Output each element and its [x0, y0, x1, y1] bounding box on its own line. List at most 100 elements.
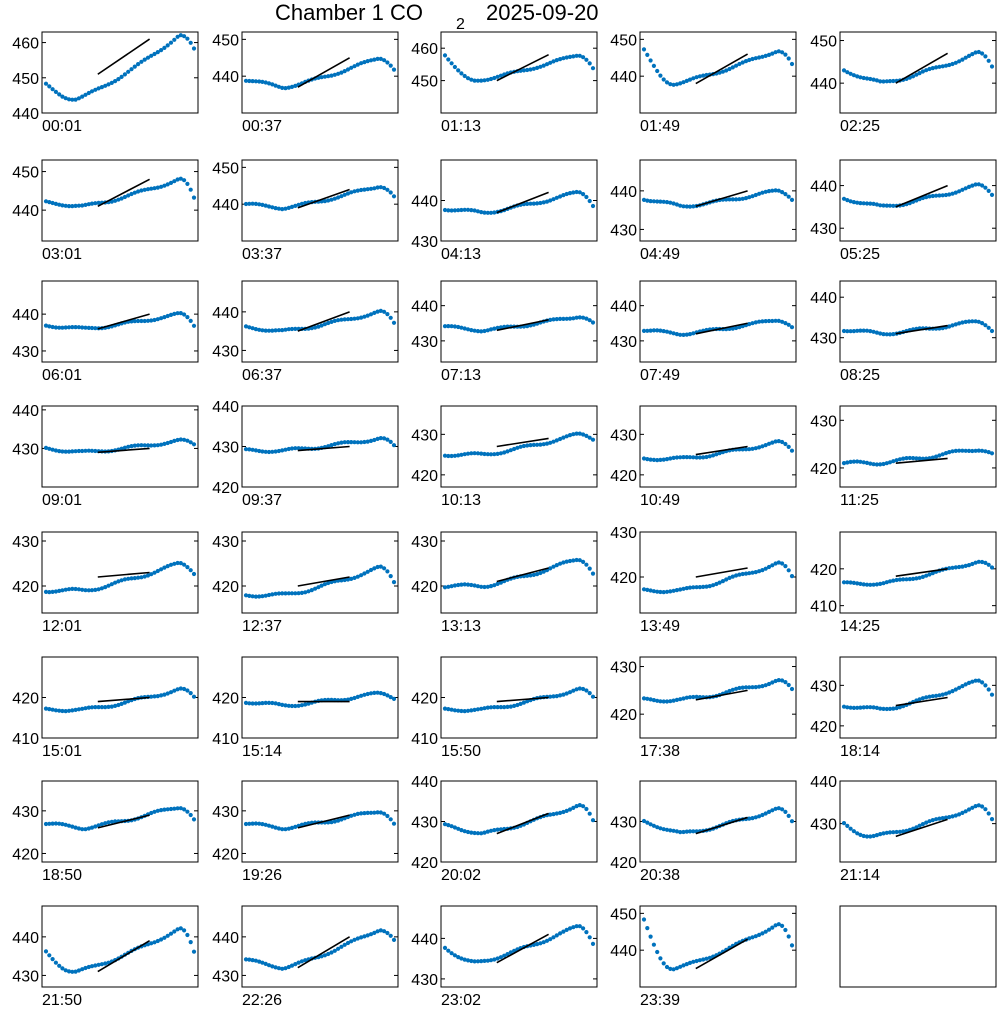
co2-data-point [446, 57, 451, 62]
co2-data-point [648, 199, 653, 204]
co2-data-point [884, 461, 889, 466]
co2-data-point [760, 444, 765, 449]
co2-data-point [780, 439, 785, 445]
co2-data-point [253, 701, 258, 706]
co2-data-point [50, 589, 55, 595]
co2-data-point [372, 310, 377, 315]
co2-data-point [851, 829, 857, 834]
co2-data-point [172, 561, 177, 566]
co2-data-point [113, 79, 118, 84]
co2-data-point [280, 827, 285, 832]
co2-data-point [382, 566, 387, 571]
fit-line [895, 568, 948, 577]
co2-data-point [243, 201, 249, 207]
co2-data-point [924, 573, 929, 578]
co2-data-point [581, 55, 586, 60]
co2-data-point [525, 201, 530, 206]
co2-data-point [352, 575, 357, 581]
co2-data-point [76, 968, 81, 973]
co2-data-point [645, 328, 650, 333]
co2-data-point [76, 96, 81, 101]
co2-data-point [963, 186, 968, 191]
co2-data-point [551, 317, 556, 322]
co2-data-point [152, 940, 157, 945]
co2-data-point [322, 953, 327, 958]
co2-data-point [757, 814, 762, 819]
co2-data-point [691, 959, 696, 964]
co2-data-point [953, 687, 958, 692]
co2-data-point [927, 819, 932, 824]
co2-data-point [289, 446, 295, 451]
co2-data-point [757, 55, 762, 60]
co2-data-point [966, 563, 972, 568]
co2-data-point [86, 588, 91, 593]
co2-data-point [47, 953, 52, 958]
co2-data-point [449, 824, 454, 829]
co2-data-point [855, 74, 860, 79]
subplot-axes-box [839, 159, 997, 242]
fit-line [695, 322, 748, 335]
co2-data-point [375, 309, 380, 314]
co2-data-point [247, 325, 252, 330]
co2-data-point [648, 822, 653, 827]
fit-line [97, 814, 150, 829]
co2-data-point [848, 705, 853, 710]
co2-data-point [266, 81, 272, 86]
co2-data-point [770, 925, 775, 930]
co2-data-point [319, 323, 324, 328]
co2-data-point [479, 78, 484, 83]
co2-data-point [858, 328, 863, 333]
co2-data-point [260, 202, 265, 207]
co2-data-point [947, 690, 952, 695]
co2-data-point [296, 446, 301, 451]
co2-data-point [687, 77, 693, 82]
co2-data-point [57, 588, 62, 594]
co2-data-point [508, 950, 513, 955]
co2-data-point [149, 694, 154, 699]
co2-data-point [122, 72, 127, 77]
subplot-axes-box [639, 159, 797, 242]
co2-data-point [257, 79, 262, 84]
co2-data-point [648, 588, 653, 593]
co2-data-point [684, 586, 689, 591]
co2-data-point [740, 571, 745, 577]
co2-data-point [498, 580, 503, 585]
co2-data-point [172, 929, 177, 934]
co2-data-point [874, 833, 880, 838]
co2-data-point [73, 203, 78, 208]
co2-data-point [773, 923, 778, 928]
co2-data-point [178, 33, 183, 38]
y-tick-label: 450 [212, 32, 239, 49]
co2-data-point [976, 182, 981, 187]
co2-data-point [250, 821, 255, 826]
co2-data-point [472, 830, 477, 836]
co2-data-point [136, 62, 141, 67]
y-tick-label: 450 [212, 160, 239, 177]
co2-data-point [881, 203, 886, 208]
co2-data-point [776, 318, 781, 323]
y-tick-label: 420 [411, 691, 438, 708]
co2-data-point [861, 460, 866, 465]
subplot-time-label: 10:13 [441, 492, 481, 509]
co2-data-point [717, 580, 722, 585]
co2-data-point [750, 570, 755, 575]
y-tick-label: 440 [610, 299, 637, 316]
co2-data-point [109, 199, 114, 204]
co2-data-point [845, 580, 850, 585]
y-tick-label: 420 [810, 461, 837, 478]
co2-data-point [266, 204, 272, 209]
co2-data-point [345, 191, 351, 196]
co2-data-point [263, 822, 268, 827]
subplot-axes-box [41, 159, 199, 242]
subplot-time-label: 11:25 [840, 492, 879, 509]
co2-data-point [747, 57, 752, 63]
co2-data-point [326, 198, 331, 203]
co2-data-point [934, 65, 939, 70]
co2-data-point [243, 78, 249, 83]
co2-data-point [388, 439, 393, 444]
co2-data-point [456, 955, 461, 960]
co2-data-point [571, 925, 576, 930]
subplot-axes-box [440, 31, 598, 114]
co2-data-point [273, 328, 278, 333]
co2-data-point [113, 703, 118, 709]
